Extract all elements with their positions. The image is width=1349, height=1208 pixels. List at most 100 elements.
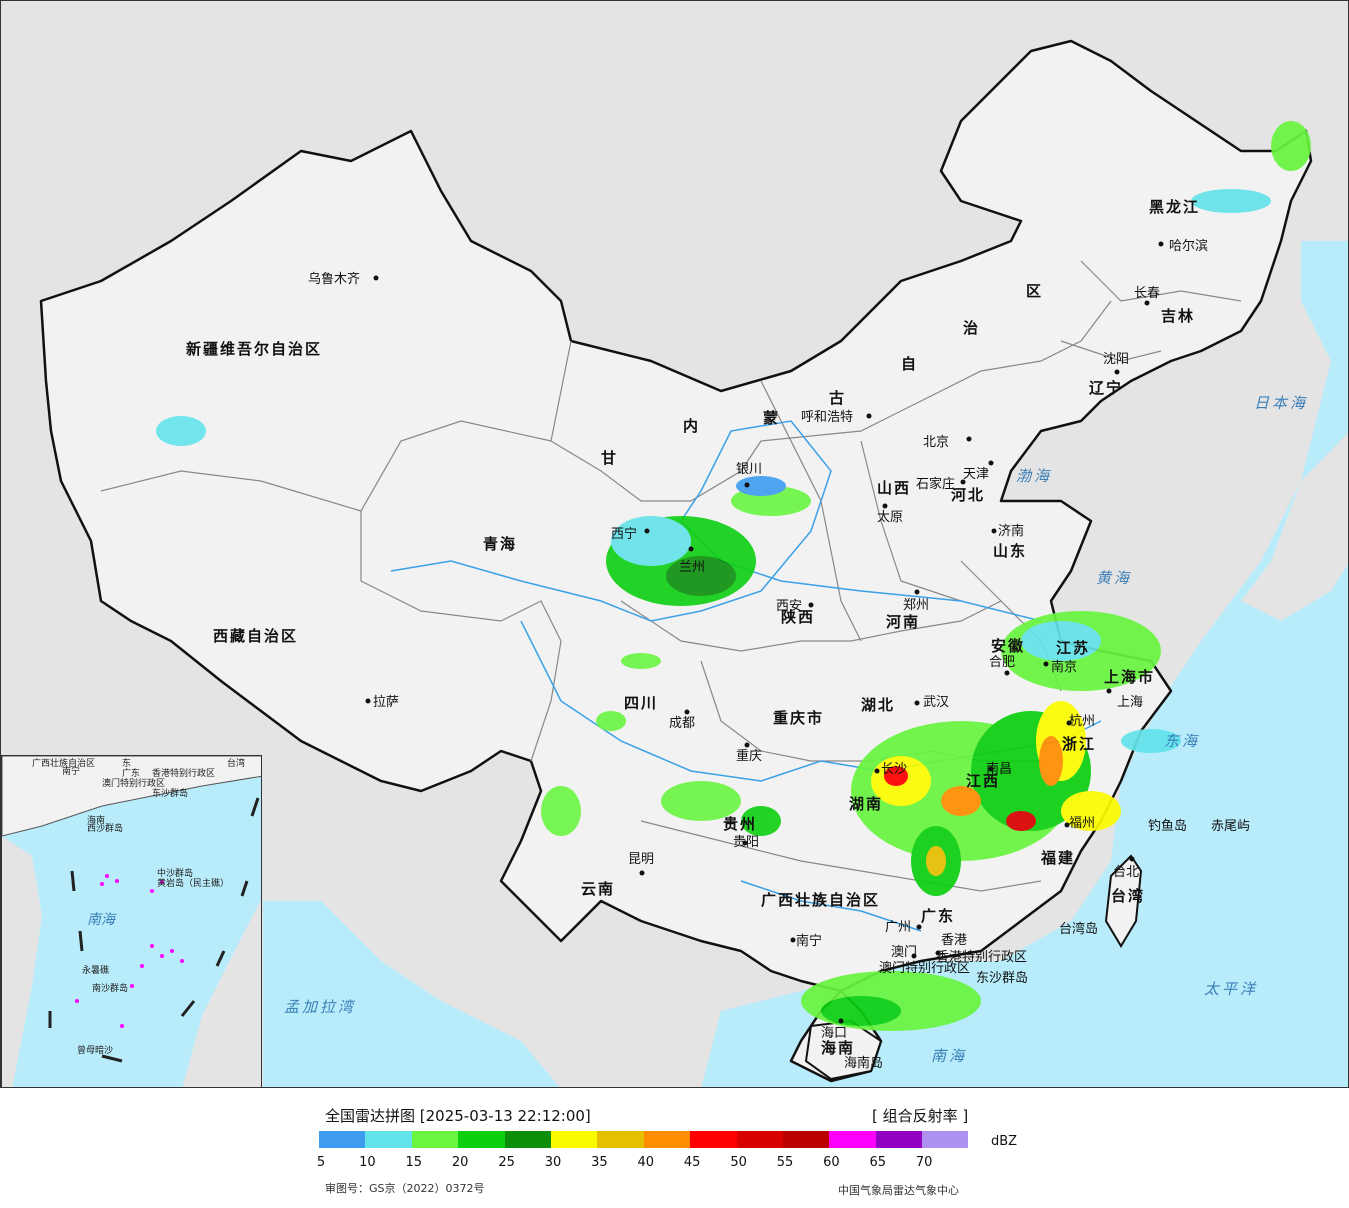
- city-marker: [1004, 670, 1010, 676]
- legend-tick-label: 55: [776, 1155, 794, 1170]
- city-label: 南昌: [986, 761, 1012, 777]
- color-swatch: [736, 1131, 783, 1148]
- city-label: 武汉: [923, 695, 949, 710]
- city-label: 乌鲁木齐: [308, 271, 360, 287]
- province-label: 广西壮族自治区: [761, 891, 880, 909]
- inset-label: 海南: [87, 814, 105, 826]
- province-label: 山西: [877, 479, 911, 497]
- city-marker: [684, 709, 690, 715]
- city-marker: [838, 1018, 844, 1024]
- color-swatch: [829, 1131, 876, 1148]
- province-label: 青海: [483, 535, 517, 553]
- sea-label: 日本海: [1254, 394, 1308, 412]
- color-swatch: [319, 1131, 366, 1148]
- sea-bay-of-bengal: [263, 901, 560, 1087]
- city-label: 南宁: [796, 933, 822, 949]
- province-label: 辽宁: [1089, 379, 1123, 397]
- province-label: 河南: [886, 613, 920, 631]
- color-swatch: [458, 1131, 505, 1148]
- province-label: 河北: [951, 486, 985, 504]
- city-label: 福州: [1069, 816, 1095, 831]
- province-label: 海南: [821, 1039, 855, 1057]
- sea-label: 东海: [1164, 732, 1200, 750]
- city-label: 西安: [776, 599, 802, 614]
- city-label: 重庆: [736, 748, 762, 764]
- province-label: 香港特别行政区: [936, 950, 1027, 965]
- province-boundaries: [100, 260, 1242, 892]
- city-marker: [1064, 822, 1070, 828]
- legend-tick-label: 5: [316, 1155, 326, 1170]
- inset-label: 香港特别行政区: [152, 767, 215, 779]
- city-label: 贵阳: [733, 835, 759, 850]
- city-label: 香港: [941, 933, 967, 948]
- color-swatch: [597, 1131, 644, 1148]
- city-marker: [688, 546, 694, 552]
- city-marker: [790, 937, 796, 943]
- color-scale-bar: [319, 1131, 969, 1148]
- inset-label: 广西壮族自治区: [32, 757, 95, 769]
- sea-label: 渤海: [1016, 467, 1052, 485]
- province-label: 贵州: [723, 815, 757, 833]
- province-label: 江西: [966, 772, 1000, 790]
- color-swatch: [365, 1131, 412, 1148]
- city-marker: [935, 950, 941, 956]
- city-marker: [1106, 688, 1112, 694]
- city-label: 西宁: [611, 526, 637, 542]
- province-label: 吉林: [1161, 307, 1195, 325]
- province-label: 蒙: [763, 409, 780, 427]
- sea-label: 南海: [931, 1047, 967, 1065]
- island-label: 东沙群岛: [976, 970, 1028, 986]
- city-marker: [874, 768, 880, 774]
- city-marker: [916, 924, 922, 930]
- inset-label: 南海: [87, 912, 117, 928]
- inset-label: 澳门特别行政区: [102, 777, 165, 789]
- city-marker: [1144, 300, 1150, 306]
- province-label: 湖北: [861, 696, 895, 714]
- sea-label: 黄海: [1096, 569, 1132, 587]
- legend-tick-label: 40: [637, 1155, 655, 1170]
- echo-southeast: [801, 121, 1311, 1031]
- city-label: 北京: [923, 435, 949, 450]
- province-label: 山东: [993, 542, 1027, 560]
- south-china-sea-inset: 广西壮族自治区 东广东 南宁 香港特别行政区 澳门特别行政区 东沙群岛 台湾 海南 西沙群岛 中沙…: [1, 755, 262, 1087]
- city-label: 银川: [736, 462, 762, 477]
- province-label: 甘: [601, 449, 618, 467]
- island-label: 赤尾屿: [1211, 819, 1250, 834]
- legend-panel: [0, 1088, 1349, 1208]
- province-label: 黑龙江: [1149, 198, 1200, 216]
- radar-map[interactable]: 新疆维吾尔自治区 西藏自治区 青海 甘 内 蒙 古 自 治 区 黑龙江 吉林 辽宁 河北 山西 山东 河南 陕西四…: [0, 0, 1349, 1088]
- legend-tick-label: 65: [869, 1155, 887, 1170]
- city-label: 广州: [885, 920, 911, 935]
- inset-label: 南宁: [62, 765, 80, 777]
- inset-label: 永暑礁: [82, 964, 109, 976]
- inset-label: 南沙群岛: [92, 982, 128, 994]
- city-marker: [1066, 720, 1072, 726]
- province-label: 陕西: [781, 608, 815, 626]
- city-label: 兰州: [679, 560, 705, 575]
- city-marker: [373, 275, 379, 281]
- province-label: 浙江: [1062, 735, 1096, 753]
- city-label: 海口: [821, 1026, 847, 1041]
- legend-tick-label: 60: [823, 1155, 840, 1170]
- color-swatch: [550, 1131, 598, 1148]
- city-marker: [991, 528, 997, 534]
- inset-label: 中沙群岛: [157, 867, 193, 879]
- legend-tick-label: 45: [683, 1155, 701, 1170]
- taiwan: [1104, 854, 1143, 948]
- inset-label: 台湾: [227, 757, 245, 769]
- province-label: 台湾: [1111, 887, 1145, 905]
- color-swatch: [875, 1131, 923, 1148]
- echo-northwest: [606, 476, 811, 606]
- city-marker: [1129, 856, 1135, 862]
- province-label: 古: [829, 389, 846, 407]
- inset-label: 西沙群岛: [87, 822, 123, 834]
- city-marker: [742, 840, 748, 846]
- legend-tick-label: 20: [451, 1155, 469, 1170]
- echo-southwest: [156, 416, 781, 836]
- city-marker: [639, 870, 645, 876]
- legend-tick-label: 35: [591, 1155, 608, 1170]
- approval-number: 审图号：GS京（2022）0372号: [325, 1182, 485, 1195]
- province-label: 澳门特别行政区: [879, 960, 970, 976]
